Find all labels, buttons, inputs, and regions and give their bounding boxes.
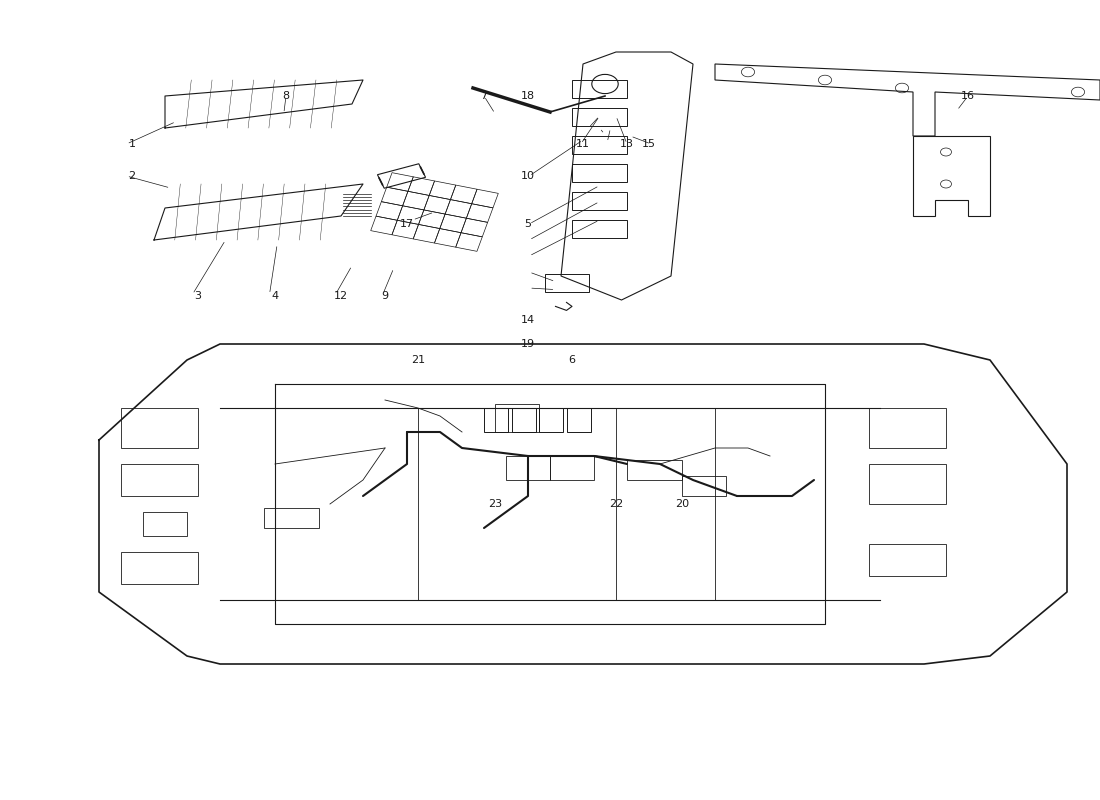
Text: 16: 16 — [961, 91, 975, 101]
Text: 5: 5 — [525, 219, 531, 229]
Bar — [121, 408, 198, 448]
Bar — [572, 220, 627, 238]
Text: 23: 23 — [488, 499, 502, 509]
Bar — [572, 192, 627, 210]
Text: 8: 8 — [283, 91, 289, 101]
Text: 20: 20 — [675, 499, 689, 509]
Text: 4: 4 — [272, 291, 278, 301]
Text: 3: 3 — [195, 291, 201, 301]
Bar — [264, 508, 319, 528]
Bar — [869, 408, 946, 448]
Bar — [869, 464, 946, 504]
Text: 6: 6 — [569, 355, 575, 365]
Bar — [572, 108, 627, 126]
Bar — [572, 164, 627, 182]
Bar — [512, 408, 536, 432]
Text: 13: 13 — [620, 139, 634, 149]
Bar — [682, 476, 726, 496]
Text: 22: 22 — [609, 499, 623, 509]
Text: 18: 18 — [521, 91, 535, 101]
Bar — [869, 544, 946, 576]
Bar — [539, 408, 563, 432]
Bar — [544, 274, 588, 292]
Bar — [627, 460, 682, 480]
Bar — [121, 464, 198, 496]
Text: 15: 15 — [642, 139, 656, 149]
Text: 12: 12 — [334, 291, 348, 301]
Text: 21: 21 — [411, 355, 425, 365]
Text: 7: 7 — [481, 91, 487, 101]
Bar — [143, 512, 187, 536]
Bar — [121, 552, 198, 584]
Text: 11: 11 — [576, 139, 590, 149]
Bar — [495, 404, 539, 432]
Text: 17: 17 — [400, 219, 414, 229]
Bar — [550, 456, 594, 480]
Text: 1: 1 — [129, 139, 135, 149]
Bar — [506, 456, 550, 480]
Text: 10: 10 — [521, 171, 535, 181]
Text: 14: 14 — [521, 315, 535, 325]
Bar — [484, 408, 508, 432]
Bar — [572, 136, 627, 154]
Bar — [572, 80, 627, 98]
Text: 9: 9 — [382, 291, 388, 301]
Text: 2: 2 — [129, 171, 135, 181]
Text: 19: 19 — [521, 339, 535, 349]
Bar — [566, 408, 591, 432]
